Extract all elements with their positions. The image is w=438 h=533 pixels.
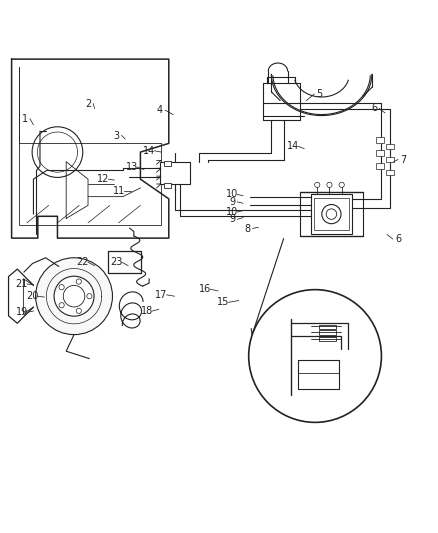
Bar — [164, 161, 171, 166]
Text: 11: 11 — [113, 187, 125, 196]
Text: 9: 9 — [229, 197, 235, 207]
Bar — [160, 161, 190, 183]
Bar — [311, 195, 352, 234]
Text: 13: 13 — [126, 162, 138, 172]
Text: 20: 20 — [26, 291, 38, 301]
Circle shape — [249, 289, 381, 422]
Text: 19: 19 — [15, 308, 28, 317]
Bar — [386, 170, 394, 175]
Text: 23: 23 — [110, 257, 123, 267]
Bar — [376, 150, 384, 156]
Bar — [386, 157, 394, 162]
Text: 14: 14 — [287, 141, 299, 151]
Bar — [376, 138, 384, 142]
Text: 12: 12 — [97, 174, 110, 184]
Bar — [376, 164, 384, 169]
Circle shape — [322, 205, 341, 224]
Text: 5: 5 — [316, 89, 322, 99]
Text: 10: 10 — [226, 207, 238, 217]
Text: 16: 16 — [199, 284, 211, 294]
Text: 14: 14 — [143, 146, 155, 156]
Text: 22: 22 — [77, 257, 89, 267]
Text: 17: 17 — [155, 290, 168, 300]
Text: 6: 6 — [395, 234, 401, 244]
Bar — [319, 330, 336, 335]
Text: 10: 10 — [226, 189, 238, 199]
Text: 2: 2 — [85, 99, 91, 109]
Bar — [319, 325, 336, 329]
Circle shape — [35, 258, 113, 335]
Text: 3: 3 — [113, 131, 120, 141]
Text: 15: 15 — [217, 297, 230, 308]
Circle shape — [54, 276, 94, 316]
Text: 6: 6 — [371, 103, 377, 114]
Text: 7: 7 — [400, 155, 406, 165]
Text: 9: 9 — [229, 214, 235, 224]
Text: 4: 4 — [157, 105, 163, 115]
Text: 8: 8 — [244, 223, 251, 233]
Text: 21: 21 — [15, 279, 28, 289]
Bar — [386, 144, 394, 149]
Text: 1: 1 — [21, 114, 28, 124]
Bar — [319, 337, 336, 341]
Bar — [314, 198, 349, 230]
Text: 18: 18 — [141, 306, 153, 316]
Bar — [164, 183, 171, 188]
